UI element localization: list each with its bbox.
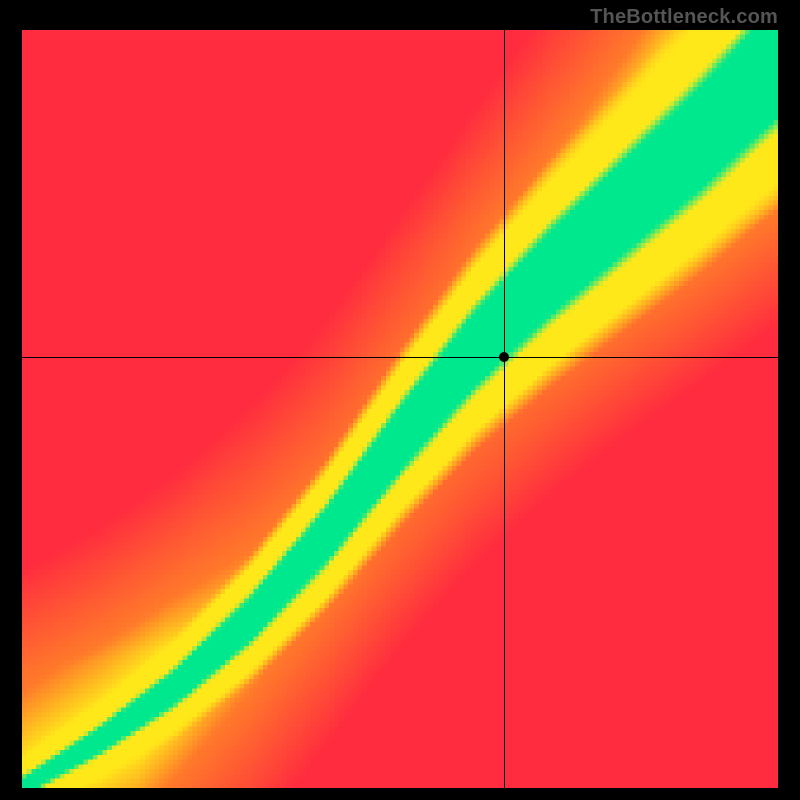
watermark-text: TheBottleneck.com [590,6,778,29]
crosshair-marker [499,352,509,362]
chart-container: TheBottleneck.com [0,0,800,800]
crosshair-vertical [504,30,505,788]
crosshair-horizontal [22,357,778,358]
heatmap-plot [22,30,778,788]
heatmap-canvas [22,30,778,788]
